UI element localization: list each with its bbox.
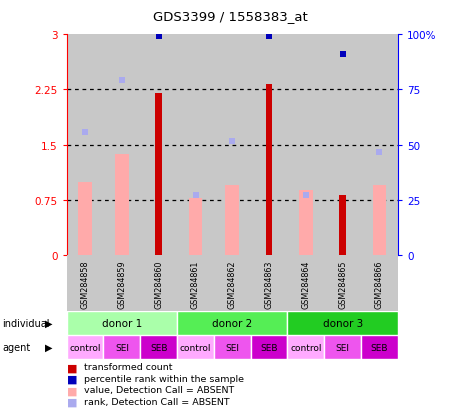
Bar	[324, 335, 360, 359]
Text: SEB: SEB	[260, 343, 277, 352]
Bar	[155, 94, 162, 256]
Bar	[324, 256, 360, 311]
Bar	[298, 191, 312, 256]
Text: agent: agent	[2, 342, 30, 352]
Bar	[103, 256, 140, 311]
Bar	[103, 35, 140, 256]
Bar	[78, 182, 92, 256]
Text: rank, Detection Call = ABSENT: rank, Detection Call = ABSENT	[84, 397, 230, 406]
Text: control: control	[290, 343, 321, 352]
Text: individual: individual	[2, 318, 50, 328]
Text: GSM284861: GSM284861	[190, 260, 200, 309]
Bar	[67, 256, 103, 311]
Bar	[287, 335, 324, 359]
Text: percentile rank within the sample: percentile rank within the sample	[84, 374, 244, 383]
Text: ■: ■	[67, 374, 77, 384]
Text: SEI: SEI	[225, 343, 239, 352]
Text: donor 3: donor 3	[322, 318, 362, 328]
Text: control: control	[69, 343, 101, 352]
Bar	[339, 195, 345, 256]
Bar	[177, 35, 213, 256]
Bar	[213, 335, 250, 359]
Bar	[324, 35, 360, 256]
Bar	[67, 311, 177, 335]
Bar	[188, 198, 202, 256]
Bar	[67, 335, 103, 359]
Bar	[225, 186, 239, 256]
Text: control: control	[179, 343, 211, 352]
Text: GSM284860: GSM284860	[154, 260, 163, 309]
Text: SEI: SEI	[115, 343, 129, 352]
Text: GSM284858: GSM284858	[80, 260, 90, 309]
Bar	[177, 311, 287, 335]
Bar	[103, 335, 140, 359]
Text: SEB: SEB	[370, 343, 387, 352]
Bar	[140, 335, 177, 359]
Bar	[67, 35, 103, 256]
Bar	[213, 256, 250, 311]
Bar	[360, 335, 397, 359]
Text: ▶: ▶	[45, 342, 52, 352]
Bar	[250, 256, 287, 311]
Bar	[372, 186, 386, 256]
Bar	[177, 335, 213, 359]
Text: GSM284863: GSM284863	[264, 260, 273, 309]
Text: GSM284862: GSM284862	[227, 260, 236, 309]
Text: ■: ■	[67, 362, 77, 372]
Bar	[115, 154, 129, 256]
Text: SEI: SEI	[335, 343, 349, 352]
Text: donor 2: donor 2	[212, 318, 252, 328]
Text: value, Detection Call = ABSENT: value, Detection Call = ABSENT	[84, 385, 234, 394]
Text: GDS3399 / 1558383_at: GDS3399 / 1558383_at	[152, 10, 307, 23]
Text: ▶: ▶	[45, 318, 52, 328]
Text: transformed count: transformed count	[84, 362, 172, 371]
Bar	[140, 256, 177, 311]
Bar	[265, 85, 272, 256]
Text: GSM284866: GSM284866	[374, 260, 383, 309]
Text: ■: ■	[67, 397, 77, 407]
Bar	[360, 256, 397, 311]
Bar	[360, 35, 397, 256]
Bar	[287, 35, 324, 256]
Bar	[250, 35, 287, 256]
Text: GSM284864: GSM284864	[301, 260, 310, 309]
Bar	[287, 311, 397, 335]
Bar	[177, 256, 213, 311]
Text: ■: ■	[67, 385, 77, 395]
Bar	[250, 335, 287, 359]
Text: GSM284865: GSM284865	[337, 260, 347, 309]
Text: GSM284859: GSM284859	[117, 260, 126, 309]
Text: donor 1: donor 1	[101, 318, 142, 328]
Bar	[140, 35, 177, 256]
Bar	[213, 35, 250, 256]
Bar	[287, 256, 324, 311]
Text: SEB: SEB	[150, 343, 167, 352]
